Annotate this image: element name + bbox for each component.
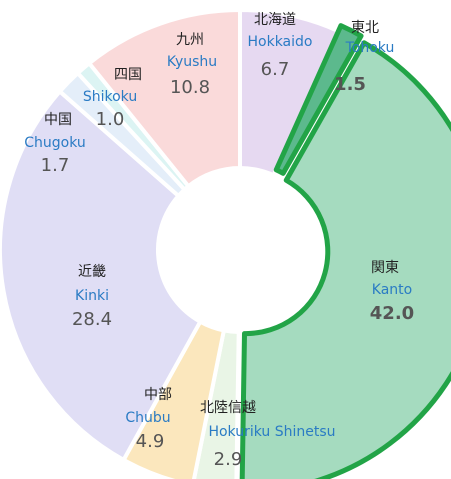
label-en: Hokuriku Shinetsu [208, 424, 335, 440]
label-en: Hokkaido [248, 34, 313, 50]
label-ja: 近畿 [78, 264, 106, 280]
value-label: 1.7 [41, 155, 70, 176]
label-en: Kyushu [167, 54, 217, 70]
label-en: Chugoku [24, 135, 86, 151]
label-en: Kanto [372, 282, 412, 298]
label-ja: 中国 [44, 112, 72, 128]
label-en: Tohoku [345, 40, 395, 56]
value-label: 6.7 [261, 59, 290, 80]
value-label: 1.0 [96, 109, 125, 130]
label-en: Chubu [125, 410, 170, 426]
label-ja: 北陸信越 [200, 400, 256, 416]
label-ja: 四国 [114, 67, 142, 83]
value-label: 1.5 [334, 74, 366, 95]
label-en: Shikoku [83, 89, 137, 105]
label-ja: 九州 [176, 32, 204, 48]
label-ja: 関東 [371, 260, 399, 276]
label-ja: 中部 [144, 387, 172, 403]
value-label: 10.8 [170, 77, 210, 98]
value-label: 28.4 [72, 309, 112, 330]
value-label: 4.9 [136, 431, 165, 452]
value-label: 2.9 [214, 449, 243, 470]
label-ja: 北海道 [254, 12, 296, 28]
donut-segment [0, 89, 203, 462]
donut-segment [87, 8, 242, 189]
value-label: 42.0 [370, 303, 414, 324]
label-en: Kinki [75, 288, 109, 304]
donut-segment [273, 23, 364, 176]
label-ja: 東北 [351, 20, 379, 36]
donut-segment [239, 40, 451, 479]
